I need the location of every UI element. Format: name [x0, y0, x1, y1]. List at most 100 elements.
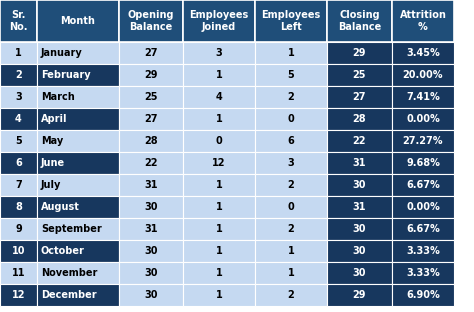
Text: 31: 31 [353, 202, 366, 212]
Text: 29: 29 [353, 290, 366, 300]
Text: 6: 6 [288, 136, 294, 146]
Text: 30: 30 [144, 268, 158, 278]
Bar [183, 86, 255, 108]
Text: 31: 31 [144, 180, 158, 190]
Bar [119, 108, 183, 130]
Text: 3: 3 [288, 158, 294, 168]
Text: 9.68%: 9.68% [406, 158, 440, 168]
Bar [255, 196, 327, 218]
Text: 29: 29 [144, 70, 158, 80]
Text: 1: 1 [216, 246, 222, 256]
Text: 25: 25 [353, 70, 366, 80]
Text: October: October [41, 246, 85, 256]
Text: 27: 27 [353, 92, 366, 102]
Bar [37, 0, 119, 42]
Text: 4: 4 [216, 92, 222, 102]
Text: 31: 31 [144, 224, 158, 234]
Bar [0, 196, 37, 218]
Text: 7.41%: 7.41% [406, 92, 440, 102]
Text: 30: 30 [144, 202, 158, 212]
Text: 30: 30 [353, 180, 366, 190]
Text: 31: 31 [353, 158, 366, 168]
Text: December: December [41, 290, 97, 300]
Text: Sr.
No.: Sr. No. [9, 10, 28, 32]
Text: 3.33%: 3.33% [406, 268, 440, 278]
Bar [255, 262, 327, 284]
Text: 2: 2 [15, 70, 22, 80]
Bar [119, 64, 183, 86]
Bar [0, 108, 37, 130]
Bar [392, 174, 454, 196]
Text: 1: 1 [216, 114, 222, 124]
Bar [183, 218, 255, 240]
Text: 2: 2 [288, 180, 294, 190]
Bar [0, 262, 37, 284]
Text: 1: 1 [288, 268, 294, 278]
Text: 27: 27 [144, 48, 158, 58]
Bar [327, 64, 392, 86]
Bar [327, 218, 392, 240]
Bar [327, 240, 392, 262]
Text: 28: 28 [353, 114, 366, 124]
Bar [0, 152, 37, 174]
Bar [327, 152, 392, 174]
Text: 4: 4 [15, 114, 22, 124]
Bar [392, 130, 454, 152]
Bar [183, 152, 255, 174]
Bar [119, 262, 183, 284]
Bar [119, 284, 183, 306]
Text: January: January [41, 48, 83, 58]
Bar [183, 262, 255, 284]
Text: 1: 1 [216, 202, 222, 212]
Text: 30: 30 [353, 224, 366, 234]
Text: July: July [41, 180, 61, 190]
Text: Attrition
%: Attrition % [400, 10, 447, 32]
Bar [327, 108, 392, 130]
Bar [0, 0, 37, 42]
Bar [255, 240, 327, 262]
Text: 10: 10 [12, 246, 25, 256]
Text: 20.00%: 20.00% [403, 70, 443, 80]
Text: 1: 1 [216, 70, 222, 80]
Bar [392, 196, 454, 218]
Bar [327, 130, 392, 152]
Bar [392, 218, 454, 240]
Bar [255, 0, 327, 42]
Text: 12: 12 [12, 290, 25, 300]
Bar [37, 152, 119, 174]
Bar [255, 108, 327, 130]
Bar [255, 86, 327, 108]
Text: 5: 5 [15, 136, 22, 146]
Bar [37, 240, 119, 262]
Text: 8: 8 [15, 202, 22, 212]
Bar [37, 108, 119, 130]
Bar [0, 86, 37, 108]
Bar [37, 64, 119, 86]
Bar [183, 64, 255, 86]
Text: June: June [41, 158, 65, 168]
Text: 1: 1 [15, 48, 22, 58]
Bar [183, 174, 255, 196]
Text: August: August [41, 202, 80, 212]
Bar [327, 262, 392, 284]
Bar [119, 130, 183, 152]
Text: 0.00%: 0.00% [406, 114, 440, 124]
Bar [327, 0, 392, 42]
Text: March: March [41, 92, 75, 102]
Bar [392, 86, 454, 108]
Bar [37, 196, 119, 218]
Text: 3: 3 [216, 48, 222, 58]
Text: 29: 29 [353, 48, 366, 58]
Text: 1: 1 [288, 246, 294, 256]
Bar [0, 284, 37, 306]
Text: 22: 22 [353, 136, 366, 146]
Bar [119, 152, 183, 174]
Bar [37, 86, 119, 108]
Text: 30: 30 [144, 290, 158, 300]
Text: Employees
Joined: Employees Joined [190, 10, 249, 32]
Bar [183, 130, 255, 152]
Bar [0, 130, 37, 152]
Bar [183, 240, 255, 262]
Text: 1: 1 [216, 290, 222, 300]
Text: 6.90%: 6.90% [406, 290, 440, 300]
